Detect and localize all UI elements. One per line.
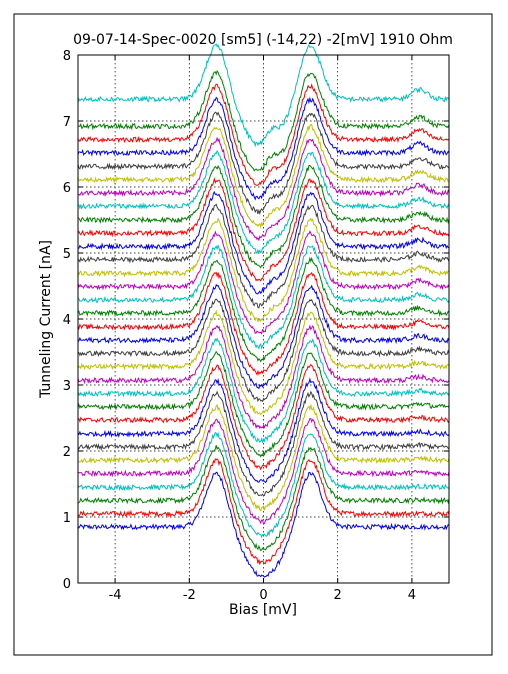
y-tick-label: 0 [63,577,71,592]
y-tick-label: 1 [63,511,71,526]
x-tick-label: -4 [109,588,122,603]
x-tick-label: 4 [408,588,416,603]
spectrum-line [78,149,450,255]
spectrum-line [77,164,450,269]
spectrum-line [77,337,450,443]
spectrum-line [77,377,450,484]
spectrum-line [77,390,450,497]
y-tick-label: 2 [63,445,71,460]
spectrum-line [77,363,450,471]
y-tick-label: 4 [63,313,71,328]
y-tick-label: 5 [63,247,71,262]
chart-title: 09-07-14-Spec-0020 [sm5] (-14,22) -2[mV]… [73,32,453,48]
x-tick-label: 0 [259,588,267,603]
spectrum-line [77,256,450,363]
spectrum-line [77,283,450,390]
x-tick-label: -2 [183,588,196,603]
spectrum-line [77,458,450,566]
spectrum-line [77,190,450,295]
spectrum-line [77,418,450,525]
axis-ticks: -4 -2 0 2 4 0 1 2 3 4 5 6 7 8 [63,49,449,603]
spectrum-line [77,111,450,216]
x-axis-label: Bias [mV] [229,602,297,618]
y-axis-label: Tunneling Current [nA] [38,240,54,399]
spectrum-line [77,69,450,172]
data-series [77,43,450,578]
spectrum-line [77,230,450,335]
spectrum-line [77,136,450,242]
y-tick-label: 8 [63,49,71,64]
spectrum-line [77,244,450,350]
spectrum-line [77,471,450,578]
spectrum-line [77,83,450,187]
spectrum-line [77,123,450,229]
spectrum-line [77,96,450,201]
y-tick-label: 6 [63,181,71,196]
spectrum-line [77,431,450,539]
spectrum-line [77,271,450,376]
y-tick-label: 7 [63,115,71,130]
spectrum-line [77,177,450,282]
x-tick-label: 2 [334,588,342,603]
spectrum-line [77,445,450,552]
figure-border [13,13,493,656]
spectrum-line [77,217,450,323]
spectrum-line [77,43,450,148]
spectrum-line [77,324,450,430]
y-tick-label: 3 [63,379,71,394]
spectrum-line [77,350,450,458]
spectrum-line [77,309,450,416]
spectrum-line [77,403,450,512]
grid [78,55,449,583]
spectrum-line [77,298,450,403]
spectrum-line [77,203,450,309]
